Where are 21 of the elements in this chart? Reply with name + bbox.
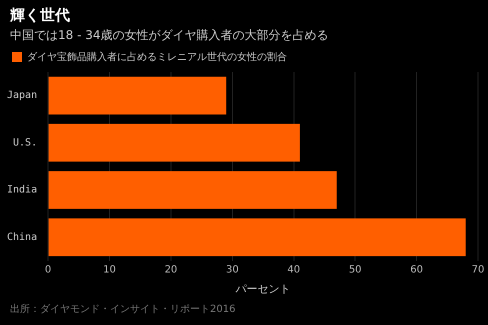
x-tick-label: 50 xyxy=(348,264,362,276)
y-tick-label: China xyxy=(6,232,38,243)
bar xyxy=(48,76,226,114)
bar xyxy=(48,218,466,256)
y-tick-label: Japan xyxy=(6,90,38,102)
chart-title: 輝く世代 xyxy=(10,6,70,25)
x-tick-label: 10 xyxy=(103,264,116,276)
legend-label: ダイヤ宝飾品購入者に占めるミレニアル世代の女性の割合 xyxy=(27,50,287,63)
x-tick-label: 0 xyxy=(44,264,52,276)
x-axis-title: パーセント xyxy=(234,283,291,296)
x-tick-label: 40 xyxy=(287,264,300,276)
x-tick-label: 60 xyxy=(410,264,423,276)
x-tick-label: 70 xyxy=(472,264,484,276)
x-tick-label: 20 xyxy=(164,264,178,276)
chart-subtitle: 中国では18 - 34歳の女性がダイヤ購入者の大部分を占める xyxy=(10,27,328,44)
x-tick-label: 30 xyxy=(226,264,239,276)
y-tick-label: U.S. xyxy=(13,137,38,148)
bar xyxy=(48,124,300,162)
y-tick-label: India xyxy=(6,184,38,196)
bar xyxy=(48,171,337,209)
text: 出所：ダイヤモンド・インサイト・リポート2016 xyxy=(10,302,236,316)
